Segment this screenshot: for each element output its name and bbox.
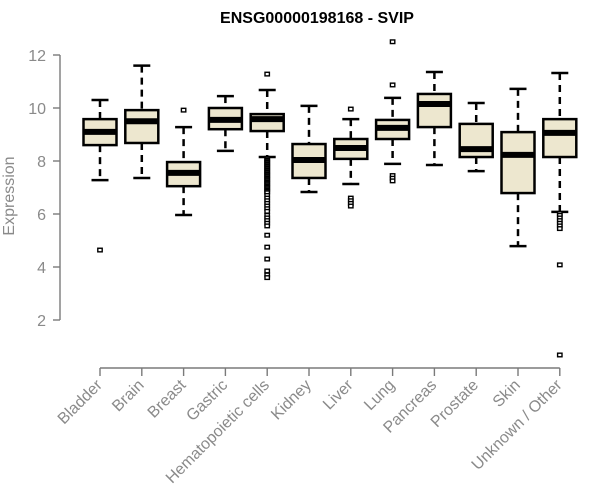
y-tick-label: 8 <box>37 154 46 171</box>
outlier-point <box>264 268 271 274</box>
box-bladder <box>82 98 118 253</box>
y-axis: 2 4 6 8 10 12 <box>28 48 61 330</box>
iqr-box <box>542 117 578 159</box>
y-tick-label: 4 <box>37 260 46 277</box>
box-kidney <box>291 104 327 194</box>
box-prostate <box>458 101 494 173</box>
x-tick-label: Liver <box>320 376 357 413</box>
boxes <box>82 39 578 358</box>
outlier-point <box>389 178 396 184</box>
outlier-point <box>264 208 271 214</box>
box-brain <box>124 64 160 180</box>
x-tick-label: Bladder <box>55 376 106 427</box>
outlier-point <box>264 71 271 77</box>
x-tick-label: Lung <box>361 377 398 414</box>
box-breast <box>165 107 202 217</box>
y-tick-label: 12 <box>28 48 46 65</box>
box-pancreas <box>416 70 453 167</box>
outlier-point <box>264 256 271 262</box>
box-unknown-other <box>542 71 578 358</box>
box-skin <box>500 87 536 248</box>
x-tick-label: Skin <box>490 377 524 411</box>
y-tick-label: 6 <box>37 207 46 224</box>
outlier-point <box>264 223 271 229</box>
outlier-point <box>347 203 354 209</box>
box-hematopoietic-cells <box>249 71 285 281</box>
outlier-point <box>556 262 563 268</box>
outlier-point <box>389 82 396 88</box>
outlier-point <box>347 106 354 112</box>
y-axis-label: Expression <box>1 156 18 235</box>
x-tick-label: Brain <box>109 377 147 415</box>
x-tick-label: Breast <box>145 376 190 421</box>
x-tick-label: Kidney <box>268 377 315 424</box>
y-tick-label: 2 <box>37 313 46 330</box>
outlier-point <box>264 275 271 281</box>
iqr-box <box>124 108 160 145</box>
box-gastric <box>207 94 244 153</box>
outlier-point <box>264 232 271 238</box>
chart-title: ENSG00000198168 - SVIP <box>220 10 414 27</box>
outlier-point <box>556 226 563 232</box>
box-liver <box>333 106 369 209</box>
outlier-point <box>556 352 563 358</box>
outlier-point <box>389 39 396 45</box>
outlier-point <box>264 244 271 250</box>
iqr-box <box>416 92 453 129</box>
outlier-point <box>97 247 103 253</box>
y-tick-label: 10 <box>28 101 46 118</box>
iqr-box <box>500 130 536 195</box>
box-lung <box>374 39 411 184</box>
outlier-point <box>180 107 187 113</box>
